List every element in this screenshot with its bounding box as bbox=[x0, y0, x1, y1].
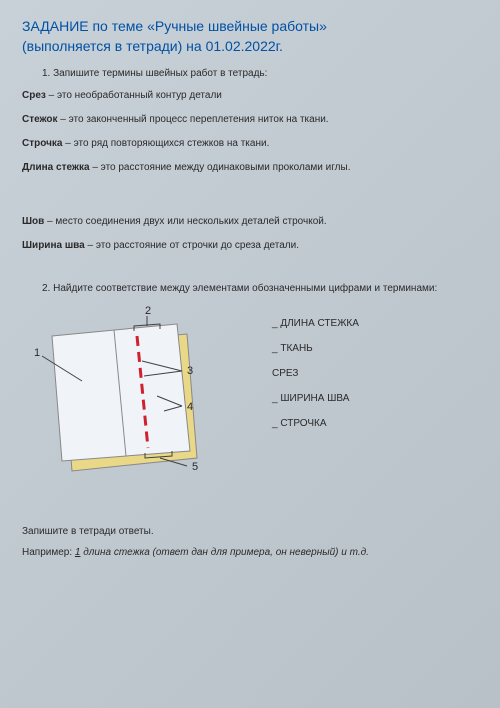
diagram-label-3: 3 bbox=[187, 365, 193, 377]
diagram-label-4: 4 bbox=[187, 401, 193, 413]
task-2: 2. Найдите соответствие между элементами… bbox=[22, 283, 478, 294]
term-definition: Срез – это необработанный контур детали bbox=[22, 89, 478, 103]
match-term-item: _ ДЛИНА СТЕЖКА bbox=[272, 318, 359, 329]
footer-prefix: Например: bbox=[22, 547, 75, 558]
footer-block: Запишите в тетради ответы. Например: 1 д… bbox=[22, 526, 478, 558]
task-number: 1. bbox=[42, 68, 50, 79]
terms-block: Срез – это необработанный контур детали С… bbox=[22, 89, 478, 175]
document-subtitle: (выполняется в тетради) на 01.02.2022г. bbox=[22, 38, 478, 54]
diagram-label-2: 2 bbox=[145, 306, 151, 317]
sewing-diagram: 1 2 3 4 5 bbox=[22, 306, 222, 486]
document-title: ЗАДАНИЕ по теме «Ручные швейные работы» bbox=[22, 18, 478, 34]
terms-block-2: Шов – место соединения двух или нескольк… bbox=[22, 215, 478, 253]
task-text: Запишите термины швейных работ в тетрадь… bbox=[53, 68, 267, 79]
term-definition: Длина стежка – это расстояние между один… bbox=[22, 161, 478, 175]
match-term-item: _ СТРОЧКА bbox=[272, 418, 359, 429]
term-definition: Стежок – это законченный процесс перепле… bbox=[22, 113, 478, 127]
task-1: 1. Запишите термины швейных работ в тетр… bbox=[22, 68, 478, 79]
term-definition: Строчка – это ряд повторяющихся стежков … bbox=[22, 137, 478, 151]
diagram-label-5: 5 bbox=[192, 461, 198, 473]
footer-line-1: Запишите в тетради ответы. bbox=[22, 526, 478, 537]
match-term-item: СРЕЗ bbox=[272, 368, 359, 379]
term-definition: Ширина шва – это расстояние от строчки д… bbox=[22, 239, 478, 253]
match-term-item: _ ШИРИНА ШВА bbox=[272, 393, 359, 404]
match-terms-list: _ ДЛИНА СТЕЖКА _ ТКАНЬ СРЕЗ _ ШИРИНА ШВА _ … bbox=[222, 306, 359, 443]
diagram-label-1: 1 bbox=[34, 347, 40, 359]
match-term-item: _ ТКАНЬ bbox=[272, 343, 359, 354]
footer-line-2: Например: 1 длина стежка (ответ дан для … bbox=[22, 547, 478, 558]
diagram-section: 1 2 3 4 5 _ ДЛИНА СТЕЖКА _ ТКАНЬ СРЕЗ _ ШИ… bbox=[22, 306, 478, 486]
term-definition: Шов – место соединения двух или нескольк… bbox=[22, 215, 478, 229]
task-text: Найдите соответствие между элементами об… bbox=[53, 283, 437, 294]
footer-italic: длина стежка (ответ дан для примера, он … bbox=[80, 547, 368, 558]
task-number: 2. bbox=[42, 283, 50, 294]
